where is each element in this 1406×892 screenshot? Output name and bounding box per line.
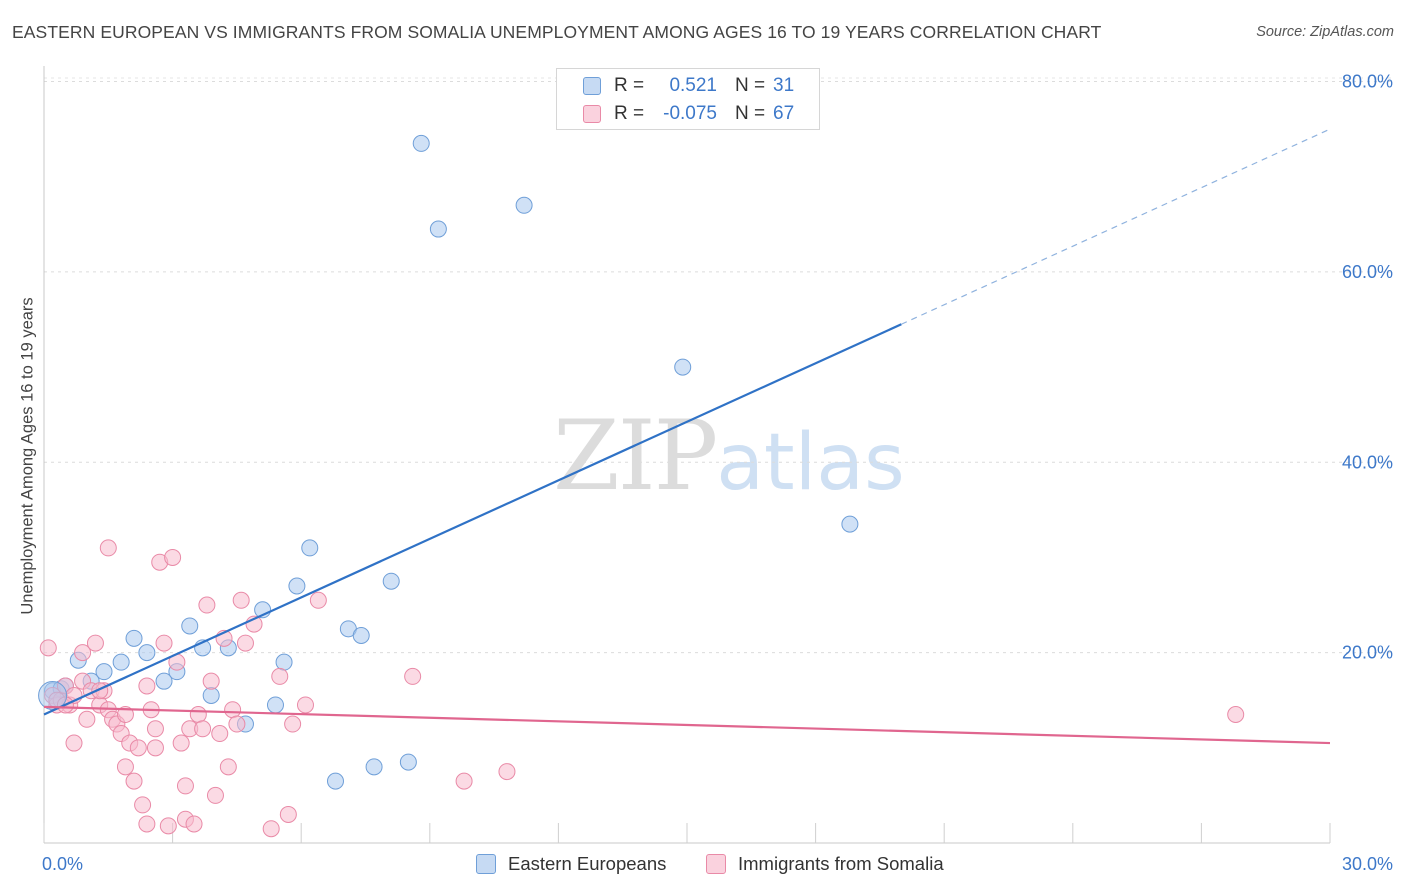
x-tick-label: 0.0% <box>42 854 83 874</box>
point-eastern-europeans <box>266 696 284 714</box>
r-label: R = <box>614 75 645 96</box>
x-tick-label: 30.0% <box>1342 854 1393 874</box>
point-eastern-europeans <box>112 653 130 671</box>
point-eastern-europeans <box>382 572 400 590</box>
point-immigrants-somalia <box>176 777 194 795</box>
point-eastern-europeans <box>125 629 143 647</box>
point-immigrants-somalia <box>185 815 203 833</box>
point-immigrants-somalia <box>116 706 134 723</box>
point-immigrants-somalia <box>279 805 297 823</box>
point-immigrants-somalia <box>309 591 327 609</box>
legend-swatch-immigrants-somalia <box>706 854 726 874</box>
point-immigrants-somalia <box>159 817 177 835</box>
stats-swatch-eastern-europeans <box>583 77 601 95</box>
n-label: N = <box>735 75 766 96</box>
point-eastern-europeans <box>326 772 344 790</box>
y-tick-label: 60.0% <box>1342 262 1393 282</box>
y-tick-label: 20.0% <box>1342 643 1393 663</box>
stats-row-eastern-europeans: R = 0.521 N = 31 <box>557 73 819 101</box>
r-value: 0.521 <box>669 75 717 96</box>
y-tick-label: 80.0% <box>1342 72 1393 92</box>
point-immigrants-somalia <box>262 820 280 838</box>
point-immigrants-somalia <box>65 734 83 752</box>
point-eastern-europeans <box>841 515 859 533</box>
legend-label-eastern-europeans: Eastern Europeans <box>508 853 667 874</box>
point-immigrants-somalia <box>99 539 117 557</box>
point-immigrants-somalia <box>194 720 212 738</box>
point-immigrants-somalia <box>296 696 314 714</box>
point-eastern-europeans <box>674 358 692 376</box>
point-eastern-europeans <box>181 617 199 635</box>
point-eastern-europeans <box>301 539 319 557</box>
point-eastern-europeans <box>288 577 306 595</box>
point-immigrants-somalia <box>39 639 57 657</box>
point-eastern-europeans <box>399 753 417 771</box>
point-immigrants-somalia <box>211 725 229 743</box>
point-eastern-europeans <box>352 626 370 644</box>
point-immigrants-somalia <box>455 772 473 790</box>
point-immigrants-somalia <box>224 701 242 719</box>
point-immigrants-somalia <box>284 715 302 733</box>
point-immigrants-somalia <box>228 715 246 733</box>
point-eastern-europeans <box>202 686 220 704</box>
point-immigrants-somalia <box>129 739 147 757</box>
n-value: 31 <box>773 75 795 96</box>
point-immigrants-somalia <box>138 677 156 695</box>
point-immigrants-somalia <box>232 591 250 609</box>
point-immigrants-somalia <box>189 706 207 723</box>
point-immigrants-somalia <box>78 710 96 728</box>
point-immigrants-somalia <box>155 634 173 652</box>
trendline-eastern-europeans <box>43 323 902 716</box>
chart-title: EASTERN EUROPEAN VS IMMIGRANTS FROM SOMA… <box>12 22 1102 42</box>
point-eastern-europeans <box>515 196 533 214</box>
n-value: 67 <box>773 103 795 124</box>
point-immigrants-somalia <box>134 796 152 814</box>
point-immigrants-somalia <box>1227 706 1245 723</box>
point-immigrants-somalia <box>164 548 182 566</box>
point-immigrants-somalia <box>198 596 216 614</box>
point-immigrants-somalia <box>206 786 224 804</box>
source-credit: Source: ZipAtlas.com <box>1256 24 1394 40</box>
legend-swatch-eastern-europeans <box>476 854 496 874</box>
point-eastern-europeans <box>155 672 173 690</box>
stats-row-immigrants-somalia: R = -0.075 N = 67 <box>557 101 819 129</box>
point-immigrants-somalia <box>236 634 254 652</box>
point-immigrants-somalia <box>74 644 92 662</box>
point-immigrants-somalia <box>138 815 156 833</box>
point-immigrants-somalia <box>172 734 190 752</box>
point-eastern-europeans <box>275 653 293 671</box>
point-eastern-europeans <box>365 758 383 776</box>
trendline-extension-eastern-europeans <box>901 128 1331 325</box>
series-legend: Eastern Europeans Immigrants from Somali… <box>0 852 1406 878</box>
y-tick-label: 40.0% <box>1342 452 1393 472</box>
point-immigrants-somalia <box>86 634 104 652</box>
point-immigrants-somalia <box>498 763 516 781</box>
point-immigrants-somalia <box>146 739 164 757</box>
trendline-immigrants-somalia <box>43 705 1331 745</box>
point-immigrants-somalia <box>404 667 422 685</box>
point-immigrants-somalia <box>125 772 143 790</box>
point-eastern-europeans <box>412 134 430 152</box>
y-axis-label: Unemployment Among Ages 16 to 19 years <box>18 297 37 615</box>
n-label: N = <box>735 103 766 124</box>
point-immigrants-somalia <box>202 672 220 690</box>
point-immigrants-somalia <box>146 720 164 738</box>
legend-label-immigrants-somalia: Immigrants from Somalia <box>738 853 944 874</box>
stats-legend: R = 0.521 N = 31 R = -0.075 N = 67 <box>556 68 820 130</box>
point-eastern-europeans <box>429 220 447 238</box>
point-immigrants-somalia <box>219 758 237 776</box>
point-immigrants-somalia <box>116 758 134 776</box>
point-eastern-europeans <box>138 644 156 662</box>
point-immigrants-somalia <box>271 667 289 685</box>
r-label: R = <box>614 103 645 124</box>
r-value: -0.075 <box>663 103 717 124</box>
point-eastern-europeans <box>95 663 113 681</box>
stats-swatch-immigrants-somalia <box>583 105 601 123</box>
